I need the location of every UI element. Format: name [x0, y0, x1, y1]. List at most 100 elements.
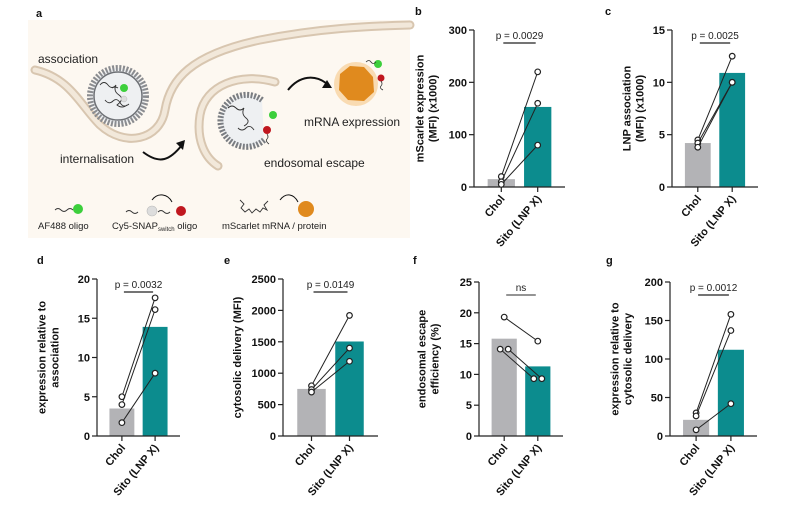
paired-line: [695, 403, 732, 431]
legend-mscarlet: mScarlet mRNA / protein: [222, 194, 327, 232]
escape-arrowhead-icon: [322, 80, 332, 88]
data-point-chol: [500, 313, 508, 321]
data-point-chol: [118, 401, 126, 409]
y-tick-label: 2000: [252, 305, 276, 317]
mscarlet-protein-icon: [334, 60, 385, 106]
significance-label: p = 0.0032: [115, 280, 163, 291]
panel-letter-b: b: [415, 6, 422, 18]
y-tick-label: 200: [645, 277, 663, 289]
paired-line: [697, 82, 733, 148]
y-tick-label: 500: [258, 400, 276, 412]
paired-line: [121, 309, 156, 405]
cell-membrane-inner: [32, 22, 413, 141]
y-axis-title: (MFI) (x1000): [635, 75, 647, 143]
panel-letter-e: e: [224, 255, 230, 267]
paired-line: [500, 71, 539, 177]
bar-sito: [717, 349, 744, 436]
data-point-sito: [151, 306, 159, 314]
y-axis-title: expression relative to: [37, 301, 49, 414]
legend-label-af488: AF488 oligo: [38, 221, 89, 232]
y-tick-label: 10: [460, 369, 472, 381]
y-tick-label: 15: [78, 313, 90, 325]
x-category-label: Chol: [677, 442, 702, 468]
data-point-sito: [346, 312, 353, 319]
significance-label: p = 0.0029: [496, 31, 544, 42]
legend-cy5-snap-oligo: Cy5-SNAPswitch oligo: [112, 194, 198, 233]
panel-letter-c: c: [605, 6, 611, 18]
paired-line: [311, 347, 350, 390]
illustration-panel: a: [28, 8, 415, 238]
data-point-sito: [728, 78, 736, 86]
y-tick-label: 100: [645, 354, 663, 366]
y-tick-label: 1000: [252, 368, 276, 380]
data-point-sito: [538, 375, 546, 383]
bar-sito: [719, 72, 746, 187]
label-endosomal-escape: endosomal escape: [264, 156, 365, 170]
data-point-sito: [151, 294, 159, 302]
x-category-label: Chol: [483, 193, 508, 219]
paired-line: [121, 297, 156, 397]
af488-oligo-icon: [54, 208, 74, 212]
y-axis-title: mScarlet expression: [415, 54, 427, 162]
escape-arrow-icon: [287, 76, 327, 91]
panel-letter-d: d: [37, 255, 44, 267]
internalisation-arrow-icon: [142, 144, 183, 161]
bar-sito: [525, 366, 551, 436]
legend-af488-oligo: AF488 oligo: [38, 204, 89, 232]
y-tick-label: 0: [270, 431, 276, 443]
y-axis-title: efficiency (%): [430, 323, 442, 394]
y-axis-title: (MFI) (x1000): [428, 75, 440, 143]
legend-cy5-suffix: oligo: [175, 221, 198, 232]
y-tick-label: 15: [460, 339, 472, 351]
paired-line: [121, 372, 156, 423]
data-point-sito: [530, 375, 538, 383]
label-internalisation: internalisation: [60, 152, 134, 166]
paired-line: [499, 348, 535, 380]
significance-label: p = 0.0012: [690, 283, 738, 294]
y-tick-label: 25: [460, 277, 472, 289]
legend-cy5-main: Cy5-SNAP: [112, 221, 158, 232]
data-point-chol: [692, 426, 700, 434]
y-tick-label: 0: [461, 182, 467, 194]
panel-letter-f: f: [413, 255, 417, 267]
y-axis-title: expression relative to: [610, 302, 622, 415]
lnp-particle-icon: [87, 65, 149, 127]
y-axis-title: cytosolic delivery: [623, 312, 635, 405]
paired-line: [500, 103, 539, 182]
y-axis-title: LNP association: [622, 66, 634, 152]
endosome-membrane-inner: [196, 76, 278, 169]
paired-line: [695, 330, 732, 417]
data-point-sito: [727, 310, 735, 318]
y-tick-label: 0: [84, 431, 90, 443]
cy5-snap-oligo-icon: [125, 210, 139, 214]
x-category-label: Chol: [679, 193, 704, 219]
data-point-chol: [497, 180, 505, 188]
y-tick-label: 100: [449, 130, 467, 142]
data-point-sito: [346, 344, 353, 352]
significance-label: p = 0.0025: [691, 31, 739, 42]
x-category-label: Chol: [486, 442, 511, 468]
paired-line: [695, 314, 732, 414]
data-point-sito: [151, 369, 159, 377]
label-association: association: [38, 52, 98, 66]
panel-letter-a: a: [36, 8, 43, 20]
bar-sito: [335, 341, 364, 436]
paired-line: [311, 360, 350, 393]
y-tick-label: 300: [449, 25, 467, 37]
data-point-sito: [534, 99, 542, 107]
y-tick-label: 5: [84, 392, 90, 404]
paired-line: [503, 316, 539, 342]
x-category-label: Chol: [293, 442, 318, 468]
y-tick-label: 150: [645, 316, 663, 328]
y-tick-label: 10: [653, 77, 665, 89]
y-tick-label: 50: [651, 393, 663, 405]
significance-label: ns: [516, 283, 527, 294]
y-tick-label: 0: [466, 431, 472, 443]
data-point-chol: [496, 345, 504, 353]
paired-line: [507, 348, 543, 380]
y-tick-label: 0: [657, 431, 663, 443]
